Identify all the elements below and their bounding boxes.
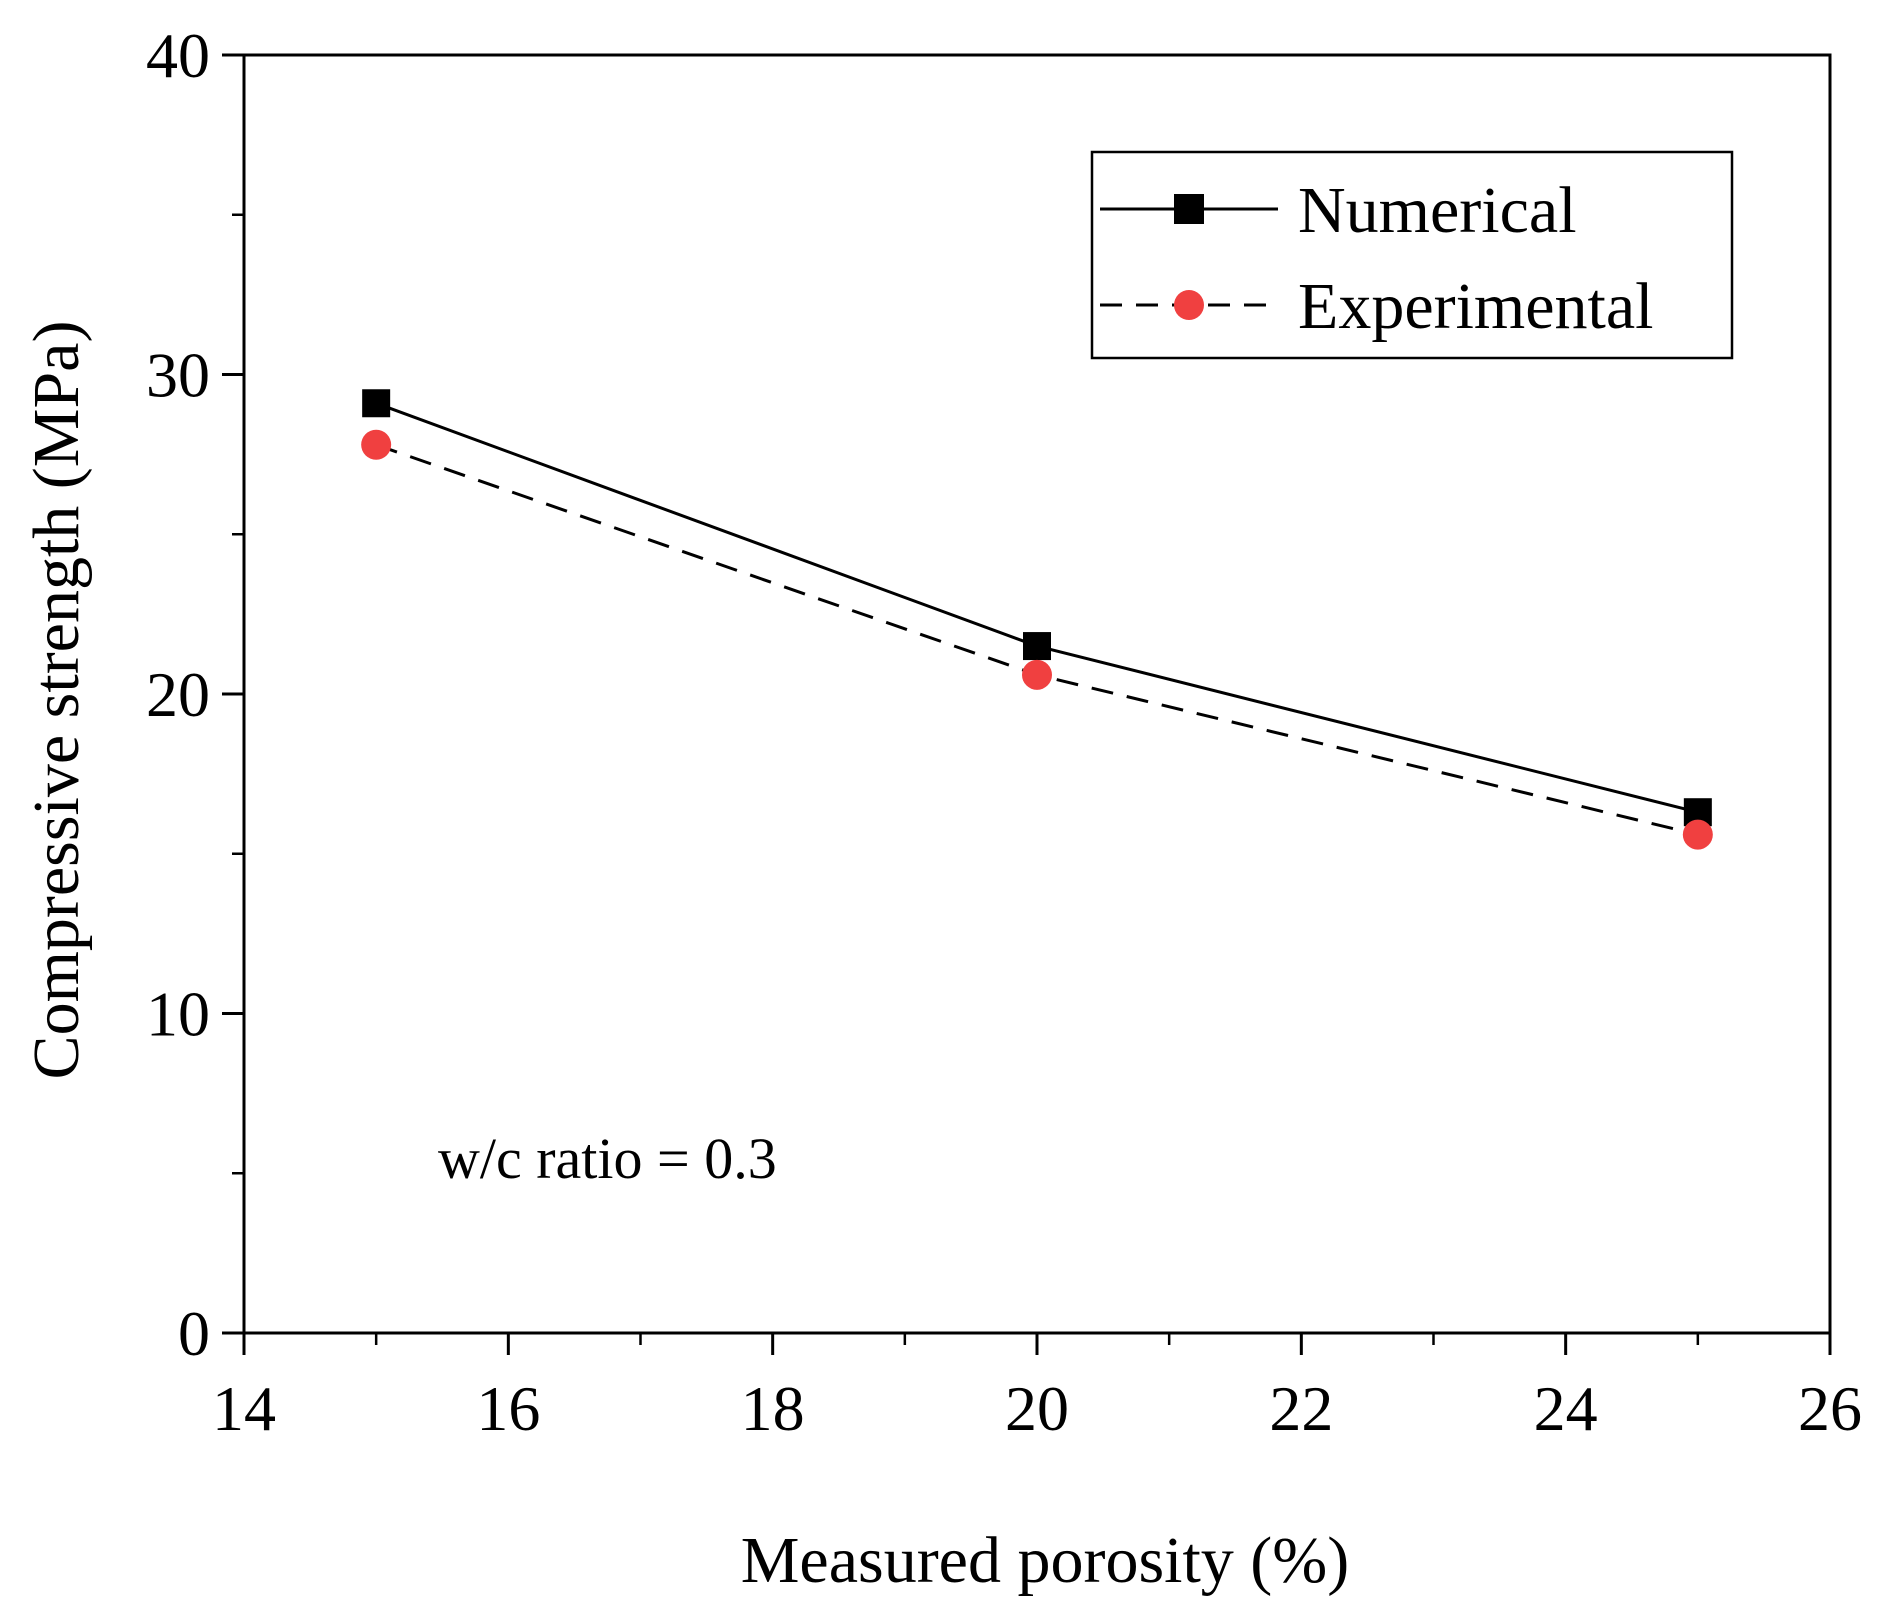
legend-marker-numerical (1174, 194, 1204, 224)
point-experimental-25 (1682, 819, 1713, 850)
y-axis-title: Compressive strength (MPa) (20, 321, 93, 1080)
point-numerical-15 (362, 389, 391, 418)
x-tick-label-14: 14 (212, 1373, 276, 1444)
point-numerical-20 (1023, 632, 1051, 661)
x-axis-title: Measured porosity (%) (741, 1524, 1350, 1597)
x-tick-label-18: 18 (741, 1373, 805, 1444)
series-layer (361, 389, 1713, 850)
y-tick-label-40: 40 (146, 20, 210, 91)
annotation-wc-ratio: w/c ratio = 0.3 (438, 1126, 777, 1191)
series-line-numerical (375, 401, 1699, 814)
legend-item-numerical: Numerical (1100, 174, 1577, 247)
y-axis: 0 10 20 30 40 (146, 20, 244, 1369)
x-tick-label-22: 22 (1269, 1373, 1333, 1444)
y-tick-label-30: 30 (146, 340, 210, 411)
legend-label-numerical: Numerical (1298, 174, 1577, 247)
x-axis: 14 16 18 20 22 24 26 (212, 1333, 1862, 1444)
x-tick-label-16: 16 (476, 1373, 540, 1444)
point-experimental-20 (1022, 659, 1052, 690)
legend-box (1090, 150, 1734, 360)
legend-label-experimental: Experimental (1298, 270, 1654, 343)
y-tick-label-20: 20 (146, 659, 210, 730)
point-experimental-15 (361, 429, 392, 460)
y-tick-label-10: 10 (146, 979, 210, 1050)
legend: Numerical Experimental (1090, 150, 1734, 360)
x-tick-label-20: 20 (1005, 1373, 1069, 1444)
y-tick-label-0: 0 (178, 1298, 210, 1369)
x-tick-label-26: 26 (1798, 1373, 1862, 1444)
legend-marker-experimental (1174, 290, 1204, 320)
legend-item-experimental: Experimental (1100, 270, 1654, 343)
x-tick-label-24: 24 (1534, 1373, 1598, 1444)
